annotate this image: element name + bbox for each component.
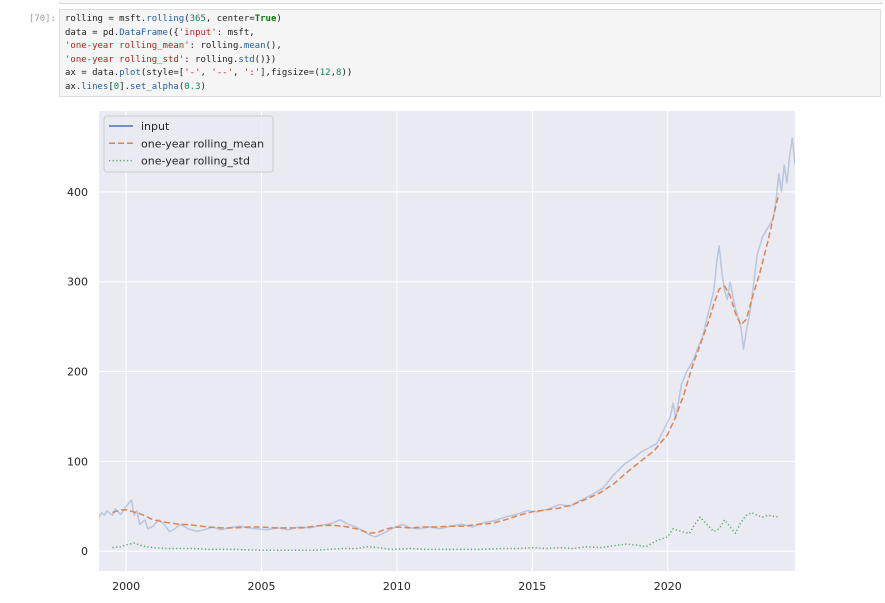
code-token: std: [238, 54, 255, 65]
code-token: [: [108, 81, 114, 92]
code-token: 'input': [178, 27, 217, 38]
code-line: 'one-year rolling_mean': rolling.mean(),: [65, 41, 282, 51]
code-token: plot: [119, 68, 141, 79]
x-tick-label: 2010: [383, 580, 411, 593]
code-token: '-': [184, 68, 201, 79]
code-token: 'one-year rolling_std': [65, 54, 185, 65]
code-line: ax = data.plot(style=['-', '--', ':'],fi…: [65, 68, 352, 78]
code-token: ,: [200, 68, 212, 79]
code-token: 0.3: [184, 81, 201, 92]
plot-background: [99, 111, 795, 571]
legend-entry: input: [141, 120, 170, 133]
code-token: ()}): [254, 54, 277, 65]
code-token: set_alpha: [130, 81, 179, 92]
legend-entry: one-year rolling_mean: [141, 137, 264, 150]
y-tick-label: 0: [81, 545, 88, 558]
code-editor[interactable]: rolling = msft.rolling(365, center=True)…: [60, 10, 880, 98]
code-token: (: [178, 81, 185, 92]
previous-cell-edge: [59, 0, 883, 4]
legend-entry: one-year rolling_std: [141, 155, 250, 168]
code-token: (style=[: [140, 68, 185, 79]
line-chart: 2000 2005 2010 2015 2020 0 100 200 300 400 input on…: [67, 111, 795, 593]
x-tick-label: 2020: [654, 580, 682, 593]
code-token: '--': [211, 68, 234, 79]
code-line: 'one-year rolling_std': rolling.std()}): [65, 55, 276, 65]
code-token: lines: [81, 81, 109, 92]
code-cell[interactable]: rolling = msft.rolling(365, center=True)…: [59, 9, 881, 97]
code-line: data = pd.DataFrame({'input': msft,: [65, 28, 255, 38]
legend-box: [103, 115, 274, 173]
code-token: True: [254, 14, 277, 24]
y-tick-label: 300: [67, 276, 88, 289]
code-token: 'one-year rolling_mean': [65, 41, 190, 52]
code-token: )): [341, 68, 353, 79]
code-line: ax.lines[0].set_alpha(0.3): [65, 82, 206, 92]
code-token: : rolling.: [184, 54, 239, 65]
code-token: DataFrame: [119, 27, 168, 38]
x-tick-label: 2015: [518, 580, 546, 593]
code-token: ].: [119, 81, 131, 92]
cell-prompt: [70]:: [28, 14, 56, 24]
series-line-dashed: [112, 193, 780, 535]
series-line-dotted: [112, 511, 779, 552]
code-token: ,: [330, 68, 337, 79]
code-token: 365: [189, 14, 206, 24]
code-token: 12: [319, 68, 331, 79]
x-tick-label: 2005: [247, 580, 275, 593]
y-tick-label: 200: [67, 366, 88, 379]
code-token: ax.: [65, 81, 82, 92]
code-token: (: [184, 14, 190, 24]
series-group: [99, 137, 795, 552]
code-token: ({: [167, 27, 179, 38]
code-token: rolling = msft.: [65, 14, 147, 24]
code-token: ax = data.: [65, 68, 120, 79]
code-token: 8: [336, 68, 342, 79]
code-token: ':': [243, 68, 261, 79]
code-token: (),: [265, 41, 282, 52]
code-token: 0: [113, 81, 120, 92]
y-tick-label: 400: [67, 186, 88, 199]
legend: input one-year rolling_mean one-year rolli…: [103, 115, 274, 173]
x-tick-label: 2000: [112, 580, 140, 593]
code-token: , center=: [205, 14, 255, 24]
code-token: mean: [243, 41, 266, 52]
code-token: ): [200, 81, 206, 92]
code-line: rolling = msft.rolling(365, center=True): [65, 14, 282, 24]
code-token: : rolling.: [189, 41, 244, 52]
code-token: ,: [233, 68, 244, 79]
code-token: : msft,: [216, 27, 255, 38]
y-tick-label: 100: [67, 455, 88, 468]
code-token: rolling: [146, 14, 185, 24]
code-token: data = pd.: [65, 27, 120, 38]
code-token: ): [276, 14, 282, 24]
code-token: ],figsize=(: [260, 68, 320, 79]
